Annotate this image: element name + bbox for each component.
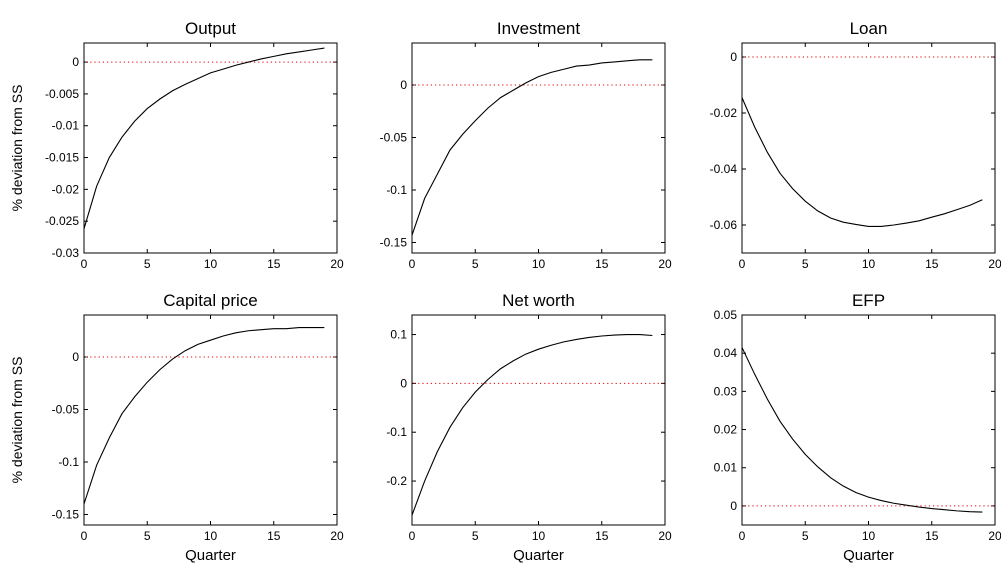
y-tick-label: 0.1 xyxy=(390,328,407,342)
y-tick-label: 0 xyxy=(730,499,737,513)
chart-panel-6: EFP 0 5 10 15 20 0 0.01 0.02 0.03 0.04 0.05 Quarter xyxy=(714,291,1001,564)
x-tick-label: 15 xyxy=(267,529,281,543)
y-tick-label: 0 xyxy=(730,50,737,64)
x-tick-label: 10 xyxy=(862,529,876,543)
x-tick-label: 20 xyxy=(330,257,344,271)
series-line-1 xyxy=(741,97,983,227)
y-tick-label: -0.04 xyxy=(710,162,738,176)
y-tick-label: 0.04 xyxy=(714,346,738,360)
x-tick-label: 5 xyxy=(802,529,809,543)
y-tick-label: 0.03 xyxy=(714,384,738,398)
y-tick-label: -0.015 xyxy=(45,151,79,165)
chart-title: EFP xyxy=(852,291,885,310)
y-tick-label: 0.01 xyxy=(714,461,738,475)
chart-panel-5: Net worth 0 5 10 15 20 -0.2 -0.1 0 0.1 Quarter xyxy=(386,291,672,564)
y-tick-label: -0.1 xyxy=(386,425,407,439)
x-tick-label: 10 xyxy=(532,529,546,543)
x-tick-label: 10 xyxy=(532,257,546,271)
x-tick-label: 5 xyxy=(472,257,479,271)
y-tick-label: 0 xyxy=(72,55,79,69)
y-tick-label: 0.02 xyxy=(714,423,738,437)
y-tick-label: -0.06 xyxy=(710,218,738,232)
y-tick-label: -0.1 xyxy=(386,183,407,197)
y-tick-label: -0.005 xyxy=(45,87,79,101)
chart-title: Net worth xyxy=(502,291,575,310)
x-tick-label: 20 xyxy=(988,529,1001,543)
x-tick-label: 0 xyxy=(81,257,88,271)
x-axis-label: Quarter xyxy=(513,547,564,564)
series-line-1 xyxy=(411,333,653,516)
y-tick-label: -0.02 xyxy=(710,106,738,120)
x-tick-label: 15 xyxy=(267,257,281,271)
y-tick-label: -0.03 xyxy=(52,246,80,260)
x-tick-label: 0 xyxy=(739,529,746,543)
y-tick-label: -0.01 xyxy=(52,119,80,133)
chart-title: Output xyxy=(185,19,236,38)
series-line-1 xyxy=(83,47,325,229)
y-tick-label: -0.05 xyxy=(52,403,80,417)
plot-frame xyxy=(83,42,338,254)
plot-frame xyxy=(741,314,996,526)
plot-frame xyxy=(411,314,666,526)
y-tick-label: 0.05 xyxy=(714,308,738,322)
y-tick-label: -0.05 xyxy=(380,131,408,145)
y-tick-label: -0.1 xyxy=(58,455,79,469)
x-tick-label: 15 xyxy=(925,529,939,543)
x-axis-label: Quarter xyxy=(185,547,236,564)
x-tick-label: 0 xyxy=(81,529,88,543)
x-tick-label: 15 xyxy=(595,257,609,271)
chart-title: Investment xyxy=(497,19,580,38)
x-tick-label: 10 xyxy=(204,257,218,271)
chart-title: Capital price xyxy=(163,291,258,310)
series-line-1 xyxy=(411,59,653,236)
plot-frame xyxy=(741,42,996,254)
x-tick-label: 0 xyxy=(409,529,416,543)
x-tick-label: 15 xyxy=(595,529,609,543)
x-tick-label: 20 xyxy=(658,529,672,543)
chart-panel-1: Output 0 5 10 15 20 -0.03 -0.025 -0.02 -0.015 -0.0… xyxy=(9,19,344,271)
y-tick-label: -0.02 xyxy=(52,182,80,196)
x-tick-label: 5 xyxy=(802,257,809,271)
x-tick-label: 20 xyxy=(658,257,672,271)
x-tick-label: 0 xyxy=(739,257,746,271)
x-tick-label: 10 xyxy=(204,529,218,543)
x-tick-label: 5 xyxy=(472,529,479,543)
x-tick-label: 5 xyxy=(144,529,151,543)
x-tick-label: 20 xyxy=(330,529,344,543)
series-line-1 xyxy=(83,327,325,505)
chart-panel-3: Loan 0 5 10 15 20 -0.06 -0.04 -0.02 0 xyxy=(710,19,1001,271)
x-tick-label: 10 xyxy=(862,257,876,271)
x-tick-label: 0 xyxy=(409,257,416,271)
x-tick-label: 15 xyxy=(925,257,939,271)
y-tick-label: -0.15 xyxy=(52,508,80,522)
y-tick-label: 0 xyxy=(72,350,79,364)
y-axis-label: % deviation from SS xyxy=(9,85,25,212)
x-tick-label: 20 xyxy=(988,257,1001,271)
y-tick-label: -0.025 xyxy=(45,214,79,228)
y-tick-label: -0.15 xyxy=(380,236,408,250)
x-tick-label: 5 xyxy=(144,257,151,271)
chart-panel-4: Capital price 0 5 10 15 20 -0.15 -0.1 -0.05 0 Quar… xyxy=(9,291,344,564)
y-tick-label: 0 xyxy=(400,78,407,92)
chart-panel-2: Investment 0 5 10 15 20 -0.15 -0.1 -0.05 0 xyxy=(380,19,672,271)
x-axis-label: Quarter xyxy=(843,547,894,564)
chart-title: Loan xyxy=(850,19,888,38)
plot-frame xyxy=(83,314,338,526)
plot-frame xyxy=(411,42,666,254)
y-tick-label: 0 xyxy=(400,376,407,390)
series-line-1 xyxy=(741,347,983,513)
y-axis-label: % deviation from SS xyxy=(9,357,25,484)
y-tick-label: -0.2 xyxy=(386,474,407,488)
